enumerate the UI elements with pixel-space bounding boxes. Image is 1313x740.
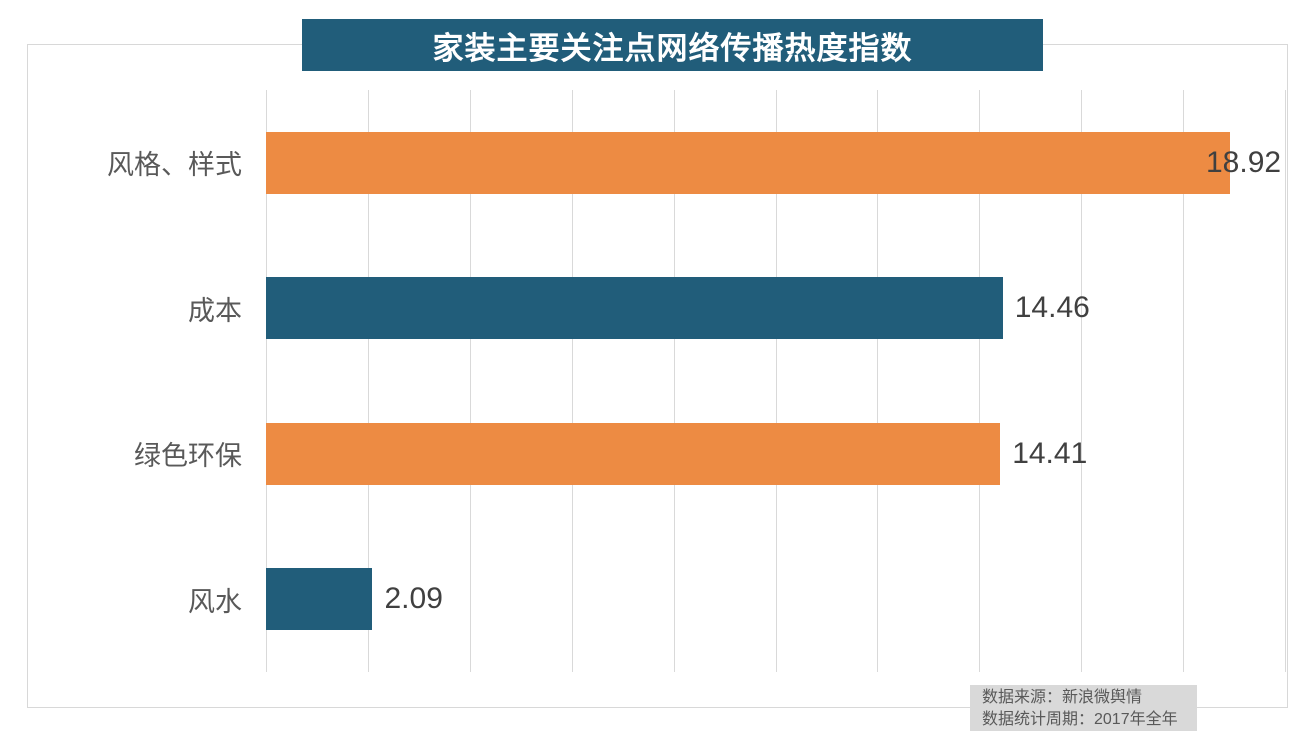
gridline [775, 90, 777, 672]
gridline [979, 90, 981, 672]
bar [266, 422, 1001, 485]
gridline [673, 90, 675, 672]
source-note: 数据来源：新浪微舆情 数据统计周期：2017年全年 [970, 685, 1197, 731]
bar-row: 14.41 [266, 381, 1285, 527]
source-line-2: 数据统计周期：2017年全年 [982, 711, 1178, 728]
value-label: 14.41 [1012, 436, 1088, 470]
bar-row: 2.09 [266, 527, 1285, 673]
bar-row: 18.92 [266, 90, 1285, 236]
chart-title-banner: 家装主要关注点网络传播热度指数 [302, 19, 1043, 71]
category-label: 风格、样式 [107, 150, 242, 181]
category-label: 成本 [188, 295, 242, 326]
gridline [877, 90, 879, 672]
bar [266, 568, 373, 631]
chart-title: 家装主要关注点网络传播热度指数 [432, 30, 913, 66]
gridline [1285, 90, 1286, 672]
bar [266, 131, 1230, 194]
gridline [1183, 90, 1185, 672]
bar [266, 277, 1003, 340]
gridline [1081, 90, 1083, 672]
gridline [367, 90, 369, 672]
gridline [266, 90, 267, 672]
value-label: 18.92 [1206, 145, 1282, 179]
category-axis: 风格、样式成本绿色环保风水 [30, 90, 242, 672]
gridline [571, 90, 573, 672]
value-label: 2.09 [384, 582, 443, 616]
value-label: 14.46 [1014, 291, 1090, 325]
plot-area: 18.92 14.46 14.41 2.09 [266, 90, 1286, 673]
gridline [469, 90, 471, 672]
source-line-1: 数据来源：新浪微舆情 [982, 689, 1143, 706]
category-label: 风水 [188, 586, 242, 617]
bar-row: 14.46 [266, 236, 1285, 382]
category-label: 绿色环保 [134, 441, 242, 472]
